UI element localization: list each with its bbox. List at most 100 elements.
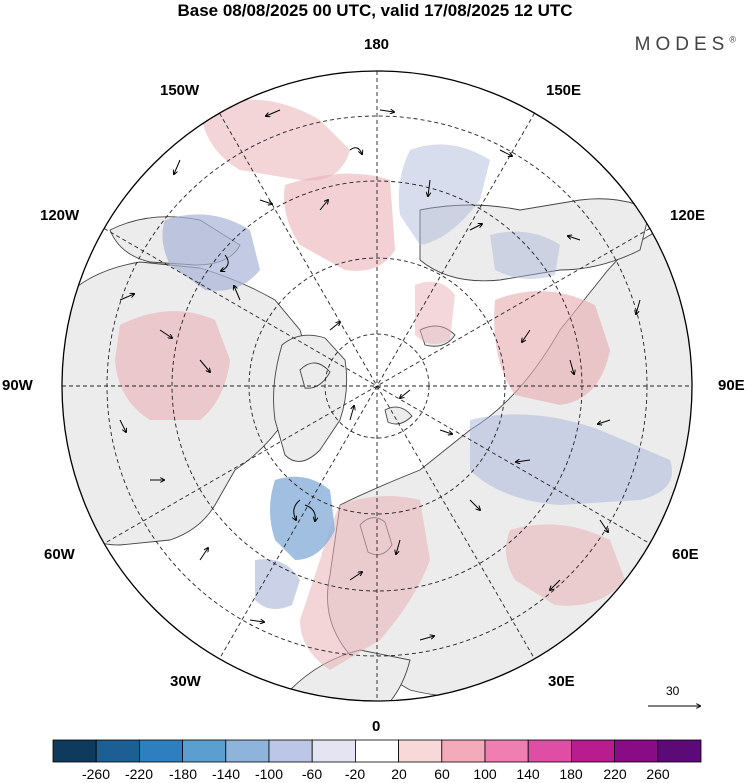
positive-anomaly-siberia [494,291,610,405]
wind-arrow [329,322,340,331]
africa-land [289,649,411,701]
colorbar-swatch [311,739,356,763]
map-grid [62,71,692,701]
colorbar-swatch [441,739,486,763]
wind-arrow [379,110,394,112]
colorbar-swatch [354,739,399,763]
colorbar-swatch [571,739,616,763]
wind-arrow [199,548,208,561]
colorbar-tick-label: 140 [516,766,540,782]
colorbar-tick-label: 60 [434,766,450,782]
wind-arrow [428,179,430,196]
wind-arrow [522,329,531,342]
wind-arrow [469,224,482,231]
wind-arrow [221,254,229,271]
longitude-label-120e: 120E [670,207,706,224]
longitude-label-60w: 60W [44,546,75,563]
positive-anomaly-beaufort [284,173,395,271]
east-asia-land [419,198,651,282]
longitude-label-90e: 90E [718,377,745,394]
meridian-line [103,228,651,544]
wind-arrow [319,200,328,211]
reference-vector-label: 30 [666,684,680,698]
colorbar-tick-label: 20 [391,766,407,782]
colorbar-tick-label: -100 [254,766,284,782]
negative-anomaly-east-siberia [398,144,490,245]
wind-arrow [439,429,452,434]
wind-arrow [599,519,608,532]
colorbar-swatch [95,739,140,763]
colorbar-tick-label: -260 [81,766,111,782]
wind-arrow [499,149,512,156]
wind-arrow [159,329,172,338]
positive-anomaly-europe [300,496,430,670]
map-title: Base 08/08/2025 00 UTC, valid 17/08/2025… [177,1,573,20]
longitude-label-30w: 30W [170,673,201,690]
colorbar-tick-label: 220 [603,766,627,782]
wind-arrow [550,579,561,590]
colorbar-tick-label: -60 [301,766,323,782]
wind-arrow [598,419,611,424]
wind-arrow [516,460,531,462]
wind-arrow [199,359,210,372]
longitude-label-150e: 150E [546,82,582,99]
colorbar-swatch [657,739,702,763]
colorbar-swatch [52,739,97,763]
positive-anomaly-kara [415,281,455,344]
brand-name: MODES [634,34,730,55]
negative-anomaly-atlantic [270,476,335,560]
colorbar-tick-label: -180 [168,766,198,782]
wind-arrow [119,294,134,301]
longitude-label-90w: 90W [2,377,33,394]
negative-anomaly-greenland-sea [255,559,300,609]
colorbar-tick-label: 260 [646,766,670,782]
colorbar-swatch [268,739,313,763]
longitude-label-30e: 30E [548,673,575,690]
wind-arrow [174,159,181,174]
wind-arrow [266,109,281,116]
colorbar-tick-label: -220 [124,766,154,782]
wind-arrow [349,147,362,154]
wind-arrow [119,419,126,432]
positive-anomaly-canada [115,311,230,420]
longitude-label-60e: 60E [672,546,699,563]
colorbar-swatch [398,739,443,763]
colorbar-tick-label: -20 [344,766,366,782]
wind-arrow [636,299,641,314]
wind-arrow [396,539,401,554]
colorbar-swatch [484,739,529,763]
wind-arrow [349,406,354,421]
positive-anomaly-pacific [200,99,350,181]
longitude-label-0: 0 [372,718,381,735]
longitude-label-120w: 120W [40,207,80,224]
wind-arrow [304,504,315,521]
anomaly-shading [115,99,672,670]
colorbar-swatch [138,739,183,763]
wind-arrow [294,499,301,520]
wind-arrow [249,620,264,622]
negative-anomaly-alaska [162,214,260,291]
wind-arrow [419,636,434,641]
negative-anomaly-asia [470,414,672,505]
longitude-label-180: 180 [364,36,390,53]
registered-mark: ® [729,34,736,45]
colorbar-tick-label: 100 [473,766,497,782]
colorbar-tick-label: -140 [211,766,241,782]
colorbar-tick-label: 180 [559,766,583,782]
colorbar-swatch [527,739,572,763]
brand-logo: MODES® [635,34,736,56]
colorbar-swatch [225,739,270,763]
colorbar-swatch [614,739,659,763]
wind-arrow [234,286,241,301]
wind-arrow [569,359,574,374]
wind-arrow [568,236,581,241]
negative-anomaly-mongolia [490,231,560,279]
wind-arrow [259,199,272,204]
wind-arrow [469,499,480,510]
wind-arrow [400,389,411,398]
wind-vectors [119,109,641,641]
wind-arrow [349,572,362,581]
map-boundary [61,70,693,702]
colorbar-swatch [182,739,227,763]
